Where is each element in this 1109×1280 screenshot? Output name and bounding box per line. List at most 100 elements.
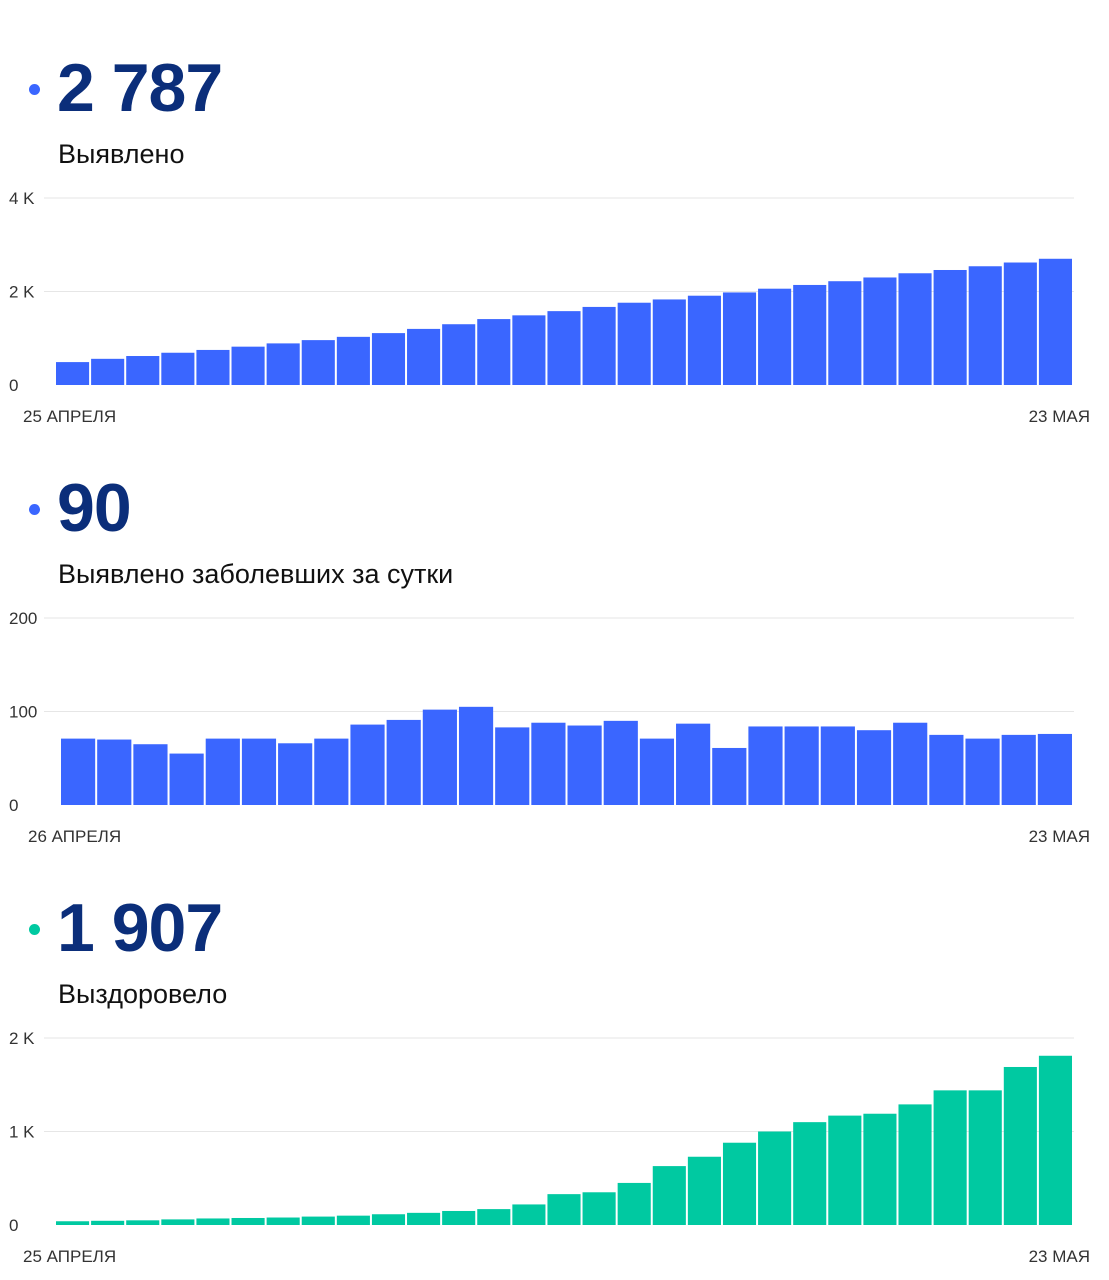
bar: [231, 1217, 265, 1225]
bar: [126, 1220, 160, 1225]
bar: [722, 292, 757, 385]
y-tick-label: 4 K: [9, 189, 35, 208]
series-dot-blue: [29, 84, 40, 95]
bar: [758, 288, 792, 385]
bar: [898, 1104, 932, 1225]
bar: [161, 352, 195, 385]
bar: [407, 328, 441, 385]
bar: [133, 744, 168, 805]
bar: [442, 324, 476, 385]
bar: [652, 1166, 686, 1225]
bar: [1003, 262, 1037, 385]
panel-total-detected: 2 787 Выявлено 0 2 K 4 K 25 АПРЕЛЯ 23 МАЯ: [0, 0, 1109, 426]
bar: [241, 738, 277, 805]
bar: [968, 1090, 1002, 1225]
total-detected-label: Выявлено: [58, 139, 185, 169]
x-end-label: 23 МАЯ: [1029, 1247, 1090, 1266]
bar: [301, 340, 335, 385]
daily-detected-chart: 0 100 200 26 АПРЕЛЯ 23 МАЯ: [9, 609, 1090, 846]
bar: [933, 1090, 967, 1225]
bar: [169, 753, 204, 805]
bar: [231, 346, 265, 385]
bar: [1038, 1055, 1072, 1225]
bar: [407, 1212, 441, 1225]
bar: [828, 1115, 862, 1225]
y-tick-label: 0: [9, 796, 18, 815]
bar: [422, 709, 457, 805]
x-start-label: 26 АПРЕЛЯ: [28, 827, 121, 846]
series-dot-green: [29, 924, 40, 935]
bar: [386, 719, 421, 805]
panel-recovered: 1 907 Выздоровело 0 1 K 2 K 25 АПРЕЛЯ 23 МАЯ: [0, 840, 1109, 1266]
recovered-chart: 0 1 K 2 K 25 АПРЕЛЯ 23 МАЯ: [9, 1029, 1090, 1266]
bar: [56, 1221, 90, 1225]
bar: [512, 315, 546, 385]
bar: [371, 333, 406, 385]
bar: [56, 362, 90, 385]
y-tick-label: 1 K: [9, 1123, 35, 1142]
series-dot-blue: [29, 504, 40, 515]
bar: [687, 1156, 721, 1225]
bar: [793, 1122, 827, 1225]
y-tick-label: 2 K: [9, 283, 35, 302]
bar: [639, 738, 675, 805]
bar: [582, 1192, 616, 1225]
bar: [758, 1131, 792, 1225]
bar: [567, 725, 602, 805]
bar: [91, 1220, 125, 1225]
bar: [617, 1182, 651, 1225]
bar: [371, 1214, 406, 1225]
bar: [266, 1217, 300, 1225]
bar: [687, 295, 721, 385]
bar: [898, 273, 932, 385]
recovered-value: 1 907: [57, 890, 223, 966]
bar: [350, 724, 385, 805]
daily-detected-label: Выявлено заболевших за сутки: [58, 559, 454, 589]
bar: [1003, 1066, 1037, 1225]
bar: [126, 356, 160, 385]
bar: [929, 734, 964, 805]
bar: [97, 739, 132, 805]
bar: [442, 1210, 476, 1225]
bar: [205, 738, 240, 805]
bar: [652, 299, 686, 385]
bar: [512, 1204, 546, 1225]
bar: [933, 269, 967, 385]
bar: [820, 726, 855, 805]
recovered-label: Выздоровело: [58, 979, 228, 1009]
bar: [336, 1215, 370, 1225]
panel-daily-detected: 90 Выявлено заболевших за сутки 0 100 200 2…: [0, 420, 1109, 846]
bar: [495, 727, 530, 805]
bar: [893, 722, 928, 805]
bar: [1001, 734, 1036, 805]
x-end-label: 23 МАЯ: [1029, 827, 1090, 846]
bar: [161, 1219, 195, 1225]
bar: [458, 706, 494, 805]
bar: [828, 281, 862, 385]
bar: [722, 1142, 757, 1225]
bar: [1037, 733, 1072, 805]
bar: [278, 743, 313, 805]
bar: [301, 1216, 335, 1225]
bar: [336, 336, 370, 385]
total-detected-value: 2 787: [57, 50, 223, 126]
bar: [784, 726, 819, 805]
bar: [856, 730, 892, 805]
y-tick-label: 0: [9, 1216, 18, 1235]
bar: [477, 1209, 511, 1225]
y-tick-label: 200: [9, 609, 37, 628]
bar: [582, 306, 616, 385]
bar: [547, 1194, 581, 1225]
bar: [965, 738, 1000, 805]
bar: [968, 266, 1002, 385]
bar: [196, 1218, 230, 1225]
bar: [676, 723, 711, 805]
bar: [266, 343, 300, 385]
bar: [314, 738, 349, 805]
total-detected-chart: 0 2 K 4 K 25 АПРЕЛЯ 23 МАЯ: [9, 189, 1090, 426]
x-start-label: 25 АПРЕЛЯ: [23, 1247, 116, 1266]
bar: [603, 720, 638, 805]
daily-detected-value: 90: [57, 470, 132, 546]
bar: [863, 277, 897, 385]
bar: [196, 349, 230, 385]
